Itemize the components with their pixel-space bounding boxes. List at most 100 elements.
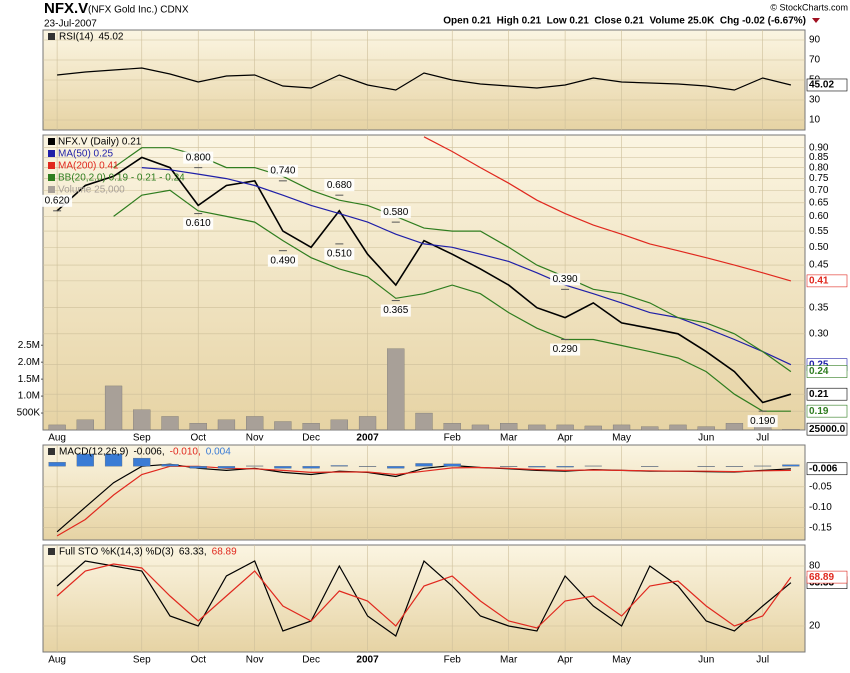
y-tick-label: -0.15 bbox=[809, 522, 832, 533]
bar bbox=[274, 466, 291, 468]
date: 23-Jul-2007 bbox=[44, 19, 97, 30]
bar bbox=[472, 425, 489, 430]
legend-marker bbox=[48, 548, 55, 555]
y2-tick-label: 2.0M bbox=[18, 357, 40, 368]
y-tick-label: 0.50 bbox=[809, 242, 829, 253]
annotation-label: 0.740 bbox=[270, 165, 295, 176]
y-tick-label: 0.55 bbox=[809, 226, 829, 237]
y-tick-label: 20 bbox=[809, 621, 821, 632]
bar bbox=[105, 386, 122, 430]
bar bbox=[303, 466, 320, 468]
y-tick-label: 30 bbox=[809, 95, 821, 106]
x-tick-label: Oct bbox=[190, 433, 206, 444]
bar bbox=[782, 429, 799, 430]
bar bbox=[782, 465, 799, 467]
last-value-label: 25000.0 bbox=[809, 424, 846, 435]
annotation-label: 0.610 bbox=[186, 218, 211, 229]
x-tick-label: Mar bbox=[500, 433, 518, 444]
annotation-label: 0.580 bbox=[383, 207, 408, 218]
x-tick-label: Apr bbox=[557, 433, 573, 444]
y-tick-label: 90 bbox=[809, 35, 821, 46]
y-tick-label: 0.90 bbox=[809, 142, 829, 153]
annotation-label: 0.190 bbox=[750, 416, 775, 427]
bar bbox=[444, 464, 461, 466]
legend-marker bbox=[48, 186, 55, 193]
bar bbox=[641, 427, 658, 430]
bar bbox=[162, 464, 179, 466]
x-tick-label: Nov bbox=[246, 433, 264, 444]
x-tick-label: 2007 bbox=[356, 655, 379, 666]
bar bbox=[77, 420, 94, 430]
x-tick-label: Aug bbox=[48, 433, 66, 444]
panel-title: RSI(14) bbox=[59, 32, 93, 43]
x-tick-label: Jul bbox=[756, 433, 769, 444]
bar bbox=[218, 466, 235, 468]
legend-entry: MA(50) 0.25 bbox=[58, 149, 113, 160]
bar bbox=[528, 425, 545, 430]
y-tick-label: -0.10 bbox=[809, 502, 832, 513]
y-tick-label: 0.75 bbox=[809, 173, 829, 184]
credit: © StockCharts.com bbox=[770, 2, 848, 12]
legend-marker bbox=[48, 138, 55, 145]
y2-tick-label: 2.5M bbox=[18, 340, 40, 351]
y-tick-label: 80 bbox=[809, 561, 821, 572]
bar bbox=[557, 466, 574, 467]
bar bbox=[162, 416, 179, 430]
x-tick-label: Aug bbox=[48, 655, 66, 666]
annotation-label: 0.620 bbox=[45, 195, 70, 206]
panel-title: Full STO %K(14,3) %D(3) bbox=[59, 547, 174, 558]
down-arrow bbox=[812, 18, 820, 23]
legend-marker bbox=[48, 448, 55, 455]
y-tick-label: 0.80 bbox=[809, 162, 829, 173]
y-tick-label: -0.05 bbox=[809, 481, 832, 492]
y-tick-label: 10 bbox=[809, 115, 821, 126]
y-tick-label: 0.35 bbox=[809, 302, 829, 313]
bar bbox=[218, 420, 235, 430]
x-tick-label: Jul bbox=[756, 655, 769, 666]
x-tick-label: Jun bbox=[698, 655, 714, 666]
y-tick-label: 0.60 bbox=[809, 211, 829, 222]
y2-tick-label: 1.5M bbox=[18, 374, 40, 385]
bar bbox=[190, 423, 207, 430]
legend-marker bbox=[48, 150, 55, 157]
panel-title: MACD(12,26,9) bbox=[59, 447, 128, 458]
y-tick-label: 70 bbox=[809, 55, 821, 66]
x-tick-label: Feb bbox=[444, 433, 462, 444]
legend-entry: BB(20,2.0) 0.19 - 0.21 - 0.24 bbox=[58, 173, 185, 184]
x-tick-label: May bbox=[612, 655, 631, 666]
bar bbox=[133, 458, 150, 466]
last-value-label: -0.006 bbox=[809, 463, 838, 474]
bar bbox=[331, 420, 348, 430]
last-value-label: 68.89 bbox=[809, 572, 834, 583]
symbol: NFX.V bbox=[44, 0, 88, 17]
annotation-label: 0.490 bbox=[270, 255, 295, 266]
legend-entry: 63.33, bbox=[179, 547, 207, 558]
bar bbox=[359, 416, 376, 430]
bar bbox=[387, 466, 404, 468]
panel-background bbox=[43, 445, 805, 540]
x-tick-label: Feb bbox=[444, 655, 462, 666]
bar bbox=[500, 423, 517, 430]
bar bbox=[274, 422, 291, 430]
bar bbox=[726, 423, 743, 430]
legend-entry: 0.004 bbox=[206, 447, 231, 458]
y-tick-label: 0.65 bbox=[809, 197, 829, 208]
x-tick-label: Jun bbox=[698, 433, 714, 444]
x-tick-label: Sep bbox=[133, 433, 151, 444]
legend-marker bbox=[48, 174, 55, 181]
y-tick-label: 0.30 bbox=[809, 328, 829, 339]
bar bbox=[190, 466, 207, 468]
y-tick-label: 0.70 bbox=[809, 185, 829, 196]
y2-tick-label: 500K bbox=[17, 408, 41, 419]
x-tick-label: Sep bbox=[133, 655, 151, 666]
legend-entry: Volume 25,000 bbox=[58, 185, 125, 196]
x-tick-label: Nov bbox=[246, 655, 264, 666]
legend-entry: NFX.V (Daily) 0.21 bbox=[58, 137, 142, 148]
last-value-label: 0.41 bbox=[809, 276, 829, 287]
bar bbox=[303, 423, 320, 430]
legend-entry: 68.89 bbox=[212, 547, 237, 558]
y-tick-label: 0.45 bbox=[809, 260, 829, 271]
bar bbox=[557, 425, 574, 430]
annotation-label: 0.390 bbox=[553, 274, 578, 285]
